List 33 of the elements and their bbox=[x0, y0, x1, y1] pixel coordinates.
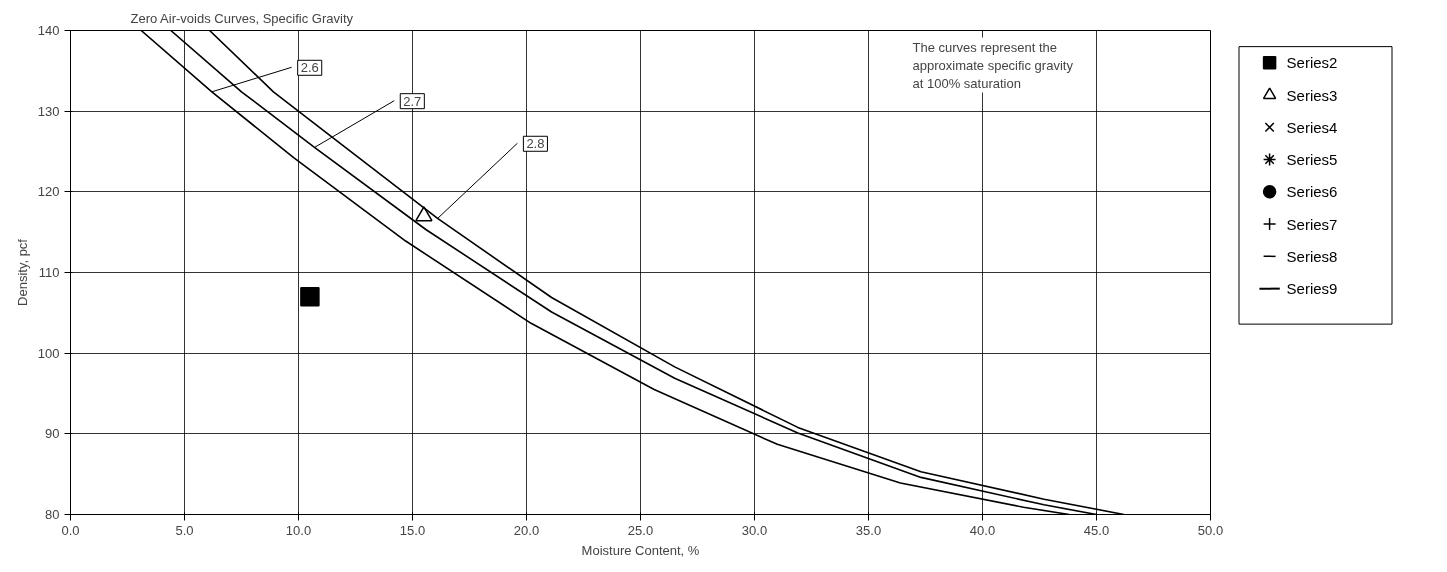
legend-label: Series6 bbox=[1286, 183, 1338, 201]
x-axis-title: Moisture Content, % bbox=[581, 542, 700, 558]
annotation: 2.8 bbox=[526, 136, 545, 152]
x-tick-label: 20.0 bbox=[513, 522, 540, 538]
legend-label: Series9 bbox=[1286, 280, 1338, 298]
x-tick-label: 10.0 bbox=[285, 522, 312, 538]
legend-label: Series8 bbox=[1286, 247, 1338, 265]
annotation: 2.7 bbox=[403, 93, 422, 109]
x-tick-label: 5.0 bbox=[175, 522, 194, 538]
x-tick-label: 50.0 bbox=[1197, 522, 1224, 538]
y-tick-label: 120 bbox=[37, 184, 60, 200]
legend-label: Series7 bbox=[1286, 215, 1338, 233]
y-tick-label: 130 bbox=[37, 103, 60, 119]
legend-label: Series2 bbox=[1286, 54, 1338, 72]
legend-label: Series3 bbox=[1286, 86, 1338, 104]
annotation: 2.6 bbox=[300, 60, 319, 76]
y-axis-title: Density, pcf bbox=[14, 238, 30, 306]
legend-label: Series4 bbox=[1286, 118, 1338, 136]
x-tick-label: 45.0 bbox=[1083, 522, 1110, 538]
y-tick-label: 100 bbox=[37, 345, 60, 361]
y-tick-label: 110 bbox=[38, 265, 60, 280]
x-tick-label: 25.0 bbox=[627, 522, 654, 538]
x-tick-label: 35.0 bbox=[855, 522, 882, 538]
x-tick-label: 0.0 bbox=[61, 522, 80, 538]
chart-title: Zero Air-voids Curves, Specific Gravity bbox=[130, 10, 354, 26]
x-tick-label: 15.0 bbox=[399, 522, 426, 538]
y-tick-label: 80 bbox=[45, 507, 60, 522]
x-tick-label: 40.0 bbox=[969, 522, 996, 538]
y-tick-label: 140 bbox=[37, 23, 60, 38]
x-tick-label: 30.0 bbox=[741, 522, 768, 538]
legend-label: Series5 bbox=[1286, 151, 1338, 169]
annotation: The curves represent the approximate specific gravity at 100% saturation bbox=[912, 39, 1074, 91]
y-tick-label: 90 bbox=[45, 426, 60, 442]
